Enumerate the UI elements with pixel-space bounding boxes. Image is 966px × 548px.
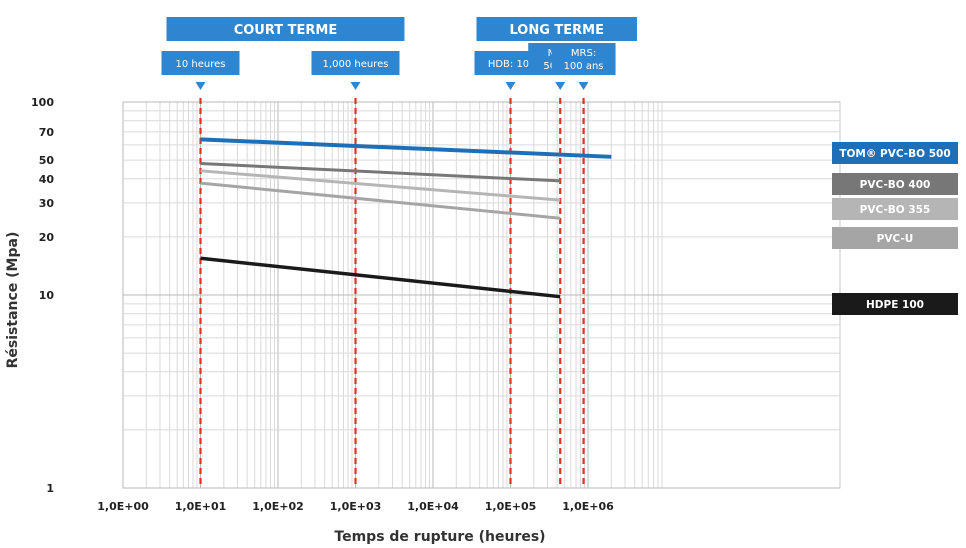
y-axis-title: Résistance (Mpa)	[5, 232, 21, 369]
reference-label-box	[161, 51, 240, 75]
reference-label: MRS:	[571, 48, 596, 59]
reference-marker	[505, 82, 516, 90]
series-line	[200, 169, 561, 202]
reference-label-box	[551, 43, 616, 75]
legend-swatch	[832, 142, 958, 164]
series-line	[200, 137, 612, 159]
series-line	[200, 256, 561, 299]
legend-label: PVC-U	[877, 233, 914, 245]
reference-marker	[578, 82, 589, 90]
x-tick-label: 1,0E+04	[407, 500, 459, 513]
reference-label: HDB: 10⁵	[488, 59, 533, 70]
legend-label: TOM® PVC-BO 500	[839, 148, 950, 160]
legend-swatch	[832, 198, 958, 220]
reference-label: 1,000 heures	[323, 59, 389, 70]
legend-label: PVC-BO 355	[860, 204, 931, 216]
region-label: COURT TERME	[234, 23, 338, 38]
x-tick-label: 1,0E+01	[175, 500, 227, 513]
y-tick-label: 40	[39, 173, 55, 186]
y-tick-label: 10	[39, 289, 55, 302]
legend-label: PVC-BO 400	[860, 179, 931, 191]
reference-label: 10 heures	[176, 59, 226, 70]
legend-label: HDPE 100	[866, 299, 924, 311]
legend-swatch	[832, 173, 958, 195]
x-tick-label: 1,0E+02	[252, 500, 304, 513]
region-banner	[476, 17, 637, 41]
reference-marker	[350, 82, 361, 90]
legend-swatch	[832, 293, 958, 315]
y-tick-label: 50	[39, 154, 55, 167]
series-line	[200, 162, 561, 183]
y-tick-label: 30	[39, 197, 55, 210]
region-banner	[166, 17, 405, 41]
y-tick-label: 20	[39, 231, 55, 244]
x-tick-label: 1,0E+05	[485, 500, 537, 513]
x-tick-label: 1,0E+06	[562, 500, 614, 513]
x-axis-title: Temps de rupture (heures)	[334, 529, 545, 545]
y-tick-label: 70	[39, 126, 55, 139]
grid-layer	[122, 101, 841, 489]
x-tick-label: 1,0E+00	[97, 500, 149, 513]
region-label: LONG TERME	[509, 23, 604, 38]
reference-marker	[555, 82, 566, 90]
legend-swatch	[832, 227, 958, 249]
x-tick-label: 1,0E+03	[330, 500, 382, 513]
series-layer	[200, 137, 612, 299]
reference-marker	[195, 82, 206, 90]
series-line	[200, 181, 561, 220]
reference-label-box	[311, 51, 400, 75]
legend: TOM® PVC-BO 500 PVC-BO 400 PVC-BO 355 PVC-U…	[832, 142, 958, 315]
axis-layer: Temps de rupture (heures) Résistance (Mp…	[5, 96, 614, 545]
reference-label: 100 ans	[564, 61, 604, 72]
y-tick-label: 100	[31, 96, 54, 109]
y-tick-label: 1	[46, 482, 54, 495]
